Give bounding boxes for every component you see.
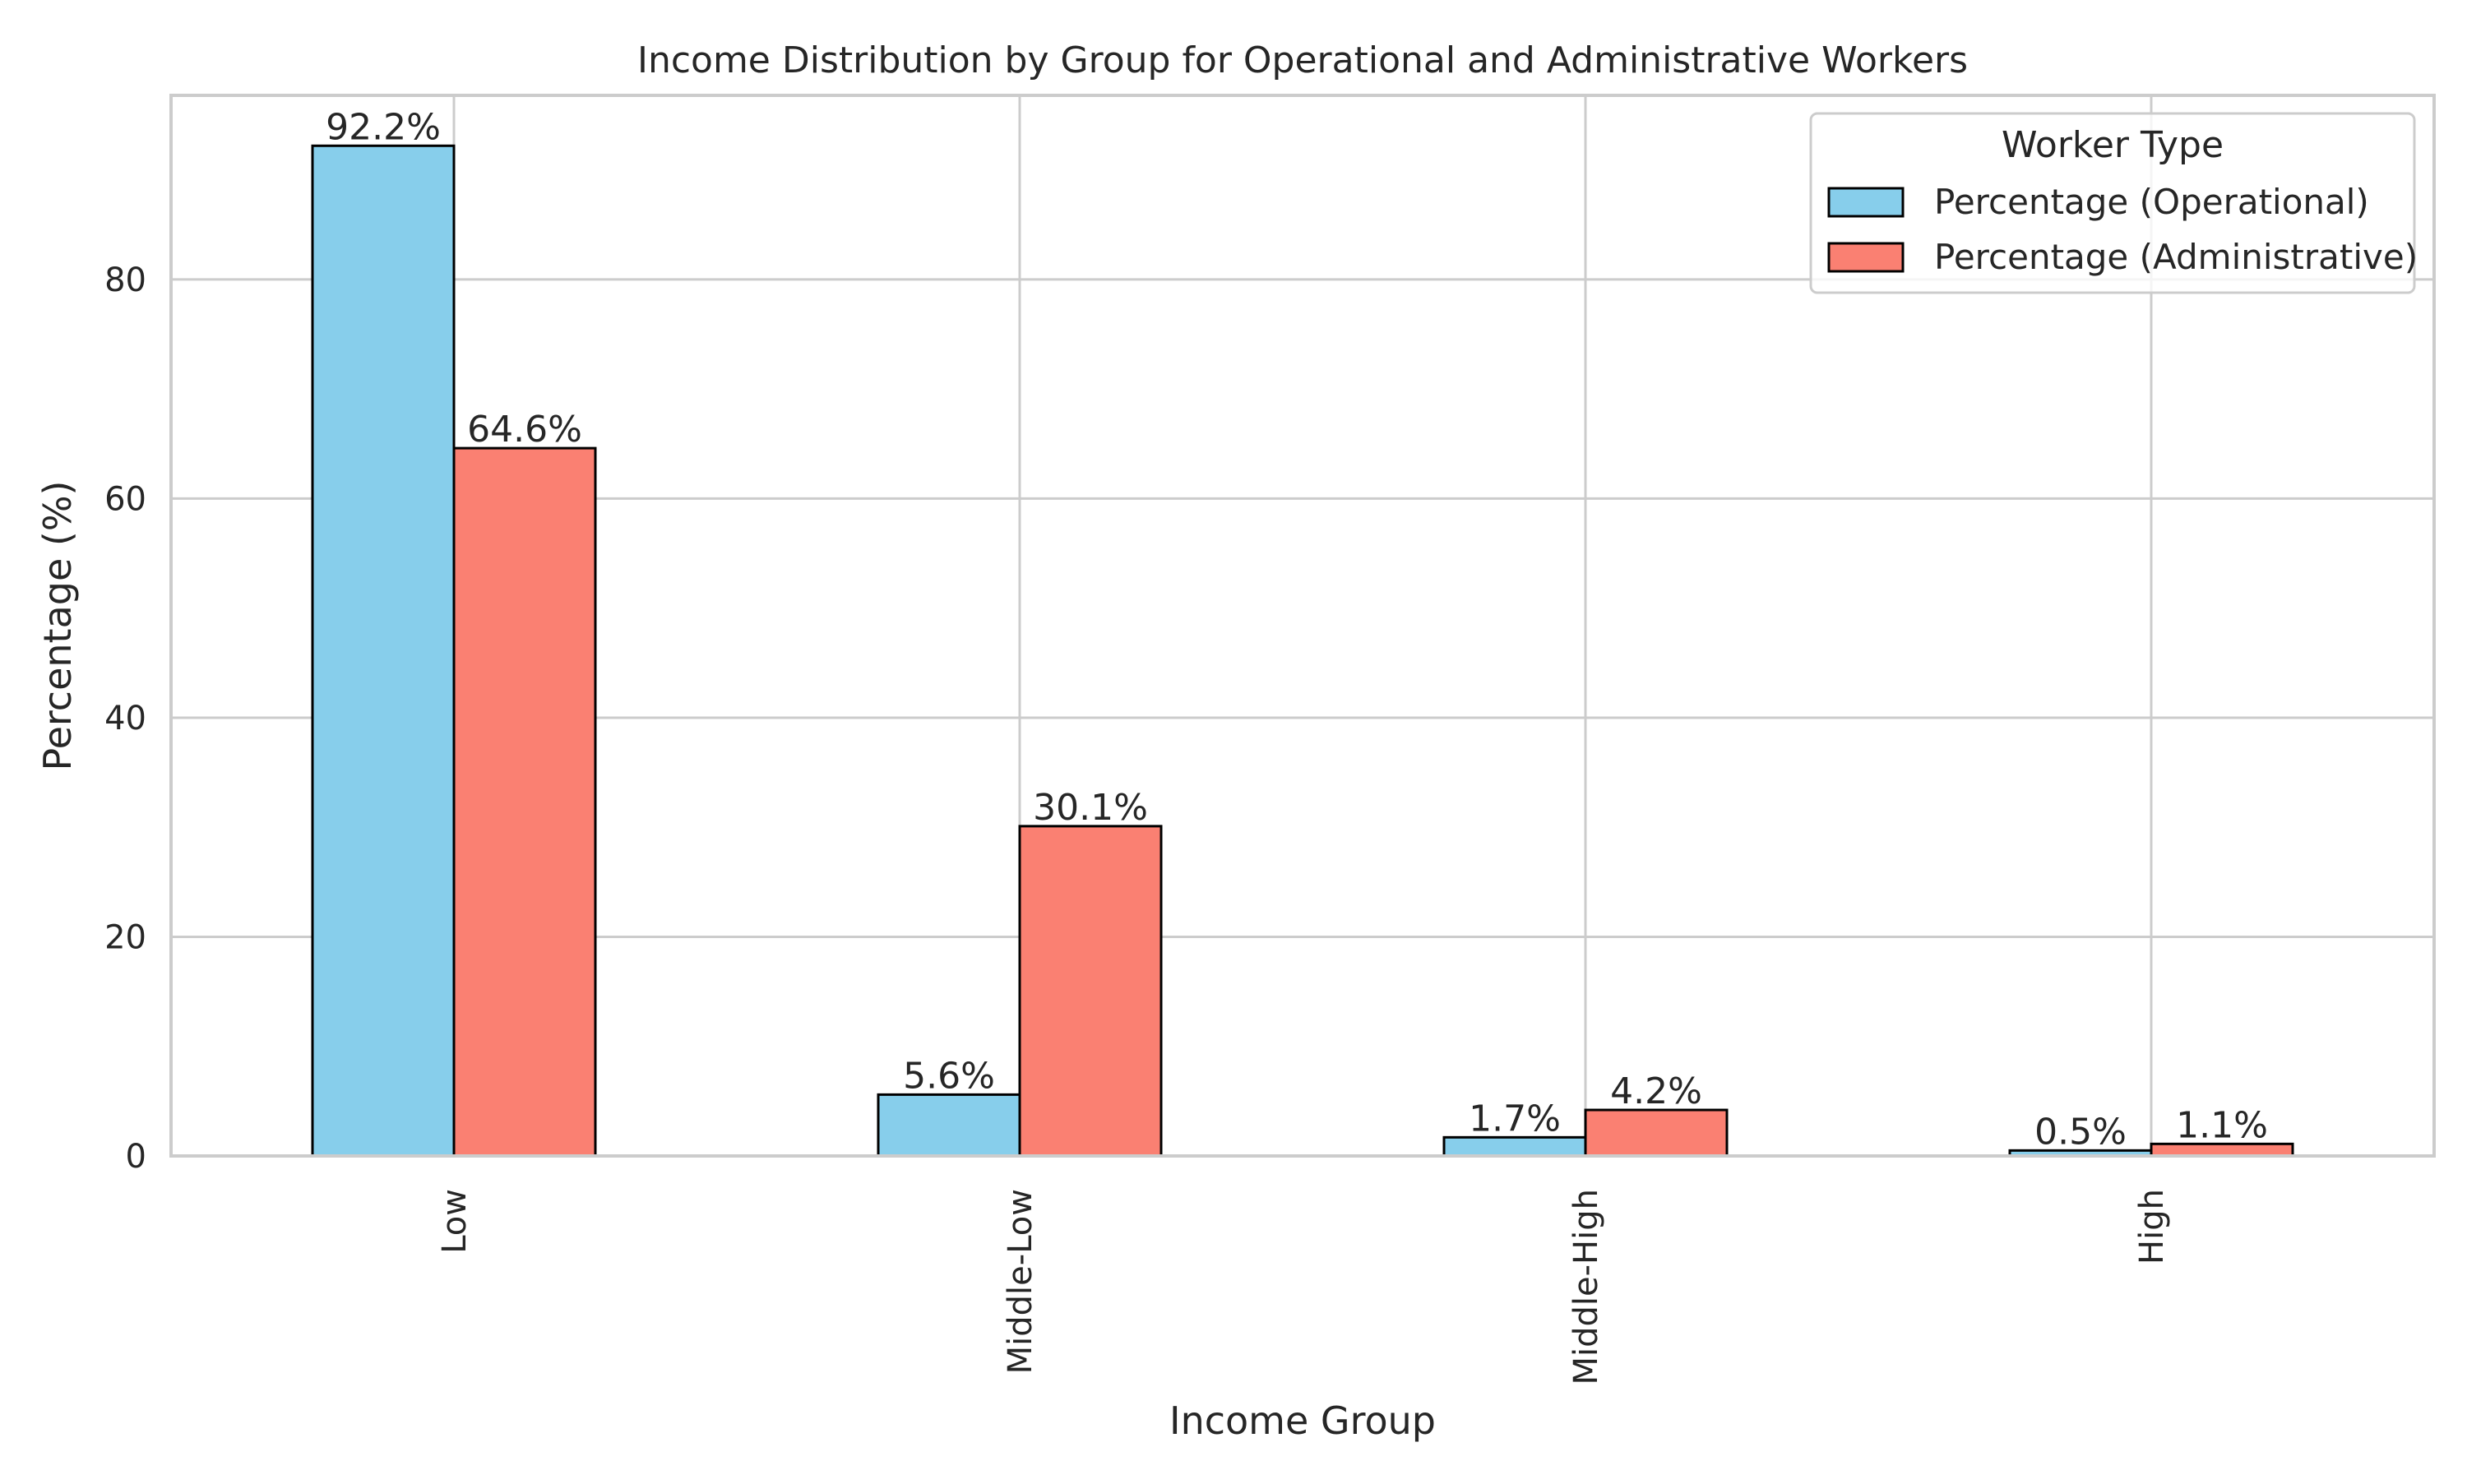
bar-percentage-administrative xyxy=(452,446,597,1158)
bar-percentage-administrative xyxy=(1584,1108,1729,1158)
bar-value-label: 64.6% xyxy=(467,409,582,451)
bar-percentage-operational xyxy=(311,144,456,1158)
y-axis-label: Percentage (%) xyxy=(35,481,80,771)
y-tick-label: 80 xyxy=(104,261,146,299)
y-tick-label: 60 xyxy=(104,480,146,518)
y-tick-label: 40 xyxy=(104,700,146,737)
bar-percentage-administrative xyxy=(1018,825,1163,1158)
legend-label-administrative: Percentage (Administrative) xyxy=(1934,237,2418,277)
y-tick-label: 20 xyxy=(104,918,146,956)
legend-title: Worker Type xyxy=(2002,124,2224,166)
legend-label-operational: Percentage (Operational) xyxy=(1934,182,2369,222)
bar-value-label: 92.2% xyxy=(326,106,441,148)
legend-swatch-administrative xyxy=(1827,242,1905,273)
bar-value-label: 5.6% xyxy=(903,1055,995,1097)
x-axis-label: Income Group xyxy=(1169,1398,1436,1443)
bar-value-label: 30.1% xyxy=(1033,787,1148,829)
bars xyxy=(311,144,2294,1158)
legend-swatch-operational xyxy=(1827,187,1905,218)
chart-title: Income Distribution by Group for Operati… xyxy=(637,39,1968,81)
bar-percentage-operational xyxy=(877,1093,1021,1158)
x-tick-label: Middle-Low xyxy=(1002,1189,1039,1374)
tick-labels: 0 20 40 60 80 Low Middle-Low Middle-High High xyxy=(104,261,2171,1385)
legend-frame xyxy=(1809,112,2416,294)
bar-percentage-operational xyxy=(1442,1135,1587,1158)
bar-value-label: 1.1% xyxy=(2176,1104,2268,1146)
axes-frame xyxy=(169,94,2436,1158)
x-tick-label: Low xyxy=(436,1189,474,1254)
y-tick-label: 0 xyxy=(126,1138,146,1176)
bar-value-label: 1.7% xyxy=(1469,1098,1561,1140)
bar-value-label: 0.5% xyxy=(2034,1111,2127,1153)
legend: Worker Type Percentage (Operational) Per… xyxy=(1809,112,2418,294)
bar-value-labels: 92.2% 5.6% 1.7% 0.5% 64.6% 30.1% 4.2% 1.1% xyxy=(326,106,2268,1153)
x-tick-label: Middle-High xyxy=(1567,1189,1605,1385)
bar-value-label: 4.2% xyxy=(1610,1070,1702,1112)
x-tick-label: High xyxy=(2133,1189,2171,1264)
